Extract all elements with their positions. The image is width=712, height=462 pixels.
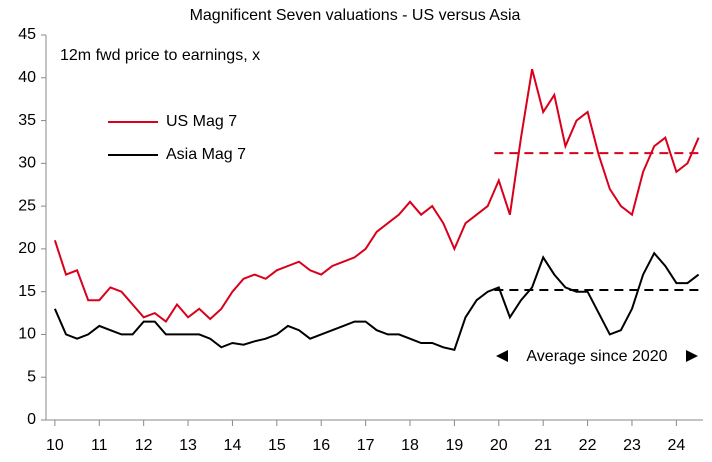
x-tick-label: 22 (579, 437, 597, 454)
x-tick-label: 10 (46, 437, 64, 454)
y-tick-label: 0 (27, 411, 36, 428)
series-line (53, 68, 700, 324)
chart-title: Magnificent Seven valuations - US versus… (190, 7, 521, 24)
x-tick-label: 18 (401, 437, 419, 454)
y-tick-label: 10 (18, 326, 36, 343)
subtitle: 12m fwd price to earnings, x (60, 47, 260, 64)
x-tick-label: 20 (490, 437, 508, 454)
x-tick-label: 24 (667, 437, 685, 454)
x-tick-label: 16 (312, 437, 330, 454)
x-tick-label: 19 (446, 437, 464, 454)
y-tick-label: 15 (18, 283, 36, 300)
x-tick-label: 12 (135, 437, 153, 454)
y-tick-label: 35 (18, 112, 36, 129)
legend-label: Asia Mag 7 (166, 146, 246, 163)
legend-label: US Mag 7 (166, 113, 237, 130)
y-tick-label: 25 (18, 197, 36, 214)
x-tick-label: 17 (357, 437, 375, 454)
series-line (53, 251, 700, 351)
y-tick-label: 45 (18, 26, 36, 43)
x-tick-label: 11 (91, 437, 108, 454)
y-tick-label: 40 (18, 69, 36, 86)
arrow-right (686, 350, 698, 362)
y-tick-label: 5 (27, 368, 36, 385)
x-tick-label: 15 (268, 437, 286, 454)
x-tick-label: 14 (224, 437, 242, 454)
y-tick-label: 30 (18, 155, 36, 172)
annotation: Average since 2020 (526, 348, 667, 365)
arrow-left (496, 350, 508, 362)
x-tick-label: 21 (534, 437, 552, 454)
x-tick-label: 13 (179, 437, 197, 454)
x-tick-label: 23 (623, 437, 641, 454)
y-tick-label: 20 (18, 240, 36, 257)
